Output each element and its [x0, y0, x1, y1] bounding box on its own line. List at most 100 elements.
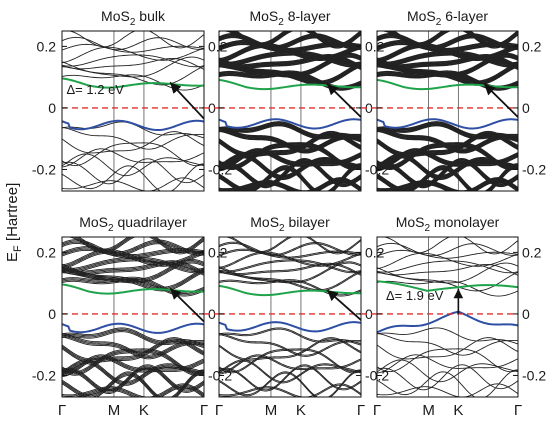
- y-tick-label: 0.2: [522, 244, 542, 260]
- valence-band: [377, 130, 518, 154]
- valence-band: [377, 337, 518, 360]
- y-axis-label-main: E: [4, 252, 21, 262]
- title-suffix: monolayer: [430, 214, 500, 230]
- gap-arrow: [326, 289, 362, 321]
- valence-band: [62, 363, 204, 386]
- conduction-band: [228, 31, 361, 48]
- valence-band: [62, 360, 204, 384]
- valence-band: [219, 355, 361, 375]
- conduction-band: [219, 263, 361, 276]
- title-sub: 2: [279, 223, 285, 234]
- conduction-band: [62, 237, 204, 255]
- panel-frame: [218, 236, 362, 398]
- conduction-band: [219, 248, 361, 258]
- panel-title: MoS2 bilayer: [250, 214, 330, 234]
- y-tick-label: 0.2: [37, 244, 57, 260]
- y-tick-label: -0.2: [32, 367, 56, 383]
- x-tick-label-Γ: Γ: [200, 402, 208, 419]
- highest-valence-band: [377, 310, 518, 334]
- x-tick-label-Γ: Γ: [215, 402, 223, 419]
- x-tick-label-Γ: Γ: [357, 402, 365, 419]
- x-tick-label-Γ: Γ: [373, 402, 381, 419]
- valence-band: [219, 130, 361, 154]
- panel-title: MoS2 quadrilayer: [79, 214, 187, 234]
- conduction-band: [234, 31, 361, 45]
- valence-band: [219, 370, 361, 397]
- title-sub: 2: [278, 17, 284, 28]
- valence-band: [377, 156, 518, 181]
- conduction-band: [62, 259, 204, 272]
- valence-band: [62, 385, 204, 397]
- valence-band: [62, 148, 204, 168]
- valence-band: [219, 154, 361, 178]
- y-tick-label: 0: [208, 100, 216, 116]
- valence-band: [62, 142, 204, 167]
- conduction-band: [377, 252, 518, 270]
- panel-frame: [61, 30, 205, 192]
- svg-text:EF [Hartree]: EF [Hartree]: [4, 183, 24, 262]
- panel-title: MoS2 bulk: [101, 8, 166, 28]
- conduction-band: [219, 237, 361, 255]
- y-tick-label: 0: [48, 100, 56, 116]
- y-tick-label: 0.2: [37, 38, 57, 54]
- valence-band: [62, 373, 204, 397]
- conduction-band: [219, 54, 361, 68]
- title-prefix: MoS: [101, 8, 130, 24]
- panel-title: MoS2 6-layer: [407, 8, 488, 28]
- conduction-band: [77, 237, 204, 251]
- title-sub: 2: [108, 223, 114, 234]
- conduction-band: [62, 260, 204, 274]
- panel-2: 0.2 0 -0.2 MoS2 6-layer: [376, 8, 546, 192]
- gap-arrow: [326, 83, 362, 118]
- conduction-band: [392, 31, 518, 45]
- conduction-band: [377, 54, 518, 68]
- gap-arrow: [483, 83, 519, 118]
- valence-band: [219, 130, 361, 154]
- y-tick-label: -0.2: [522, 367, 546, 383]
- conduction-band: [377, 280, 518, 297]
- x-tick-label-Γ: Γ: [514, 402, 522, 419]
- title-suffix: bulk: [135, 8, 166, 24]
- x-tick-label-Γ: Γ: [58, 402, 66, 419]
- gap-label: Δ= 1.9 eV: [386, 288, 444, 303]
- valence-band: [219, 328, 361, 346]
- conduction-band: [377, 260, 518, 274]
- y-tick-label: -0.2: [32, 161, 56, 177]
- x-tick-label-K: K: [139, 402, 149, 419]
- title-prefix: MoS: [250, 214, 279, 230]
- y-axis-label-unit: [Hartree]: [4, 183, 21, 246]
- title-sub: 2: [436, 17, 442, 28]
- valence-band: [62, 383, 204, 397]
- x-tick-label-M: M: [265, 402, 278, 419]
- bands: [62, 31, 204, 191]
- lowest-conduction-band: [377, 280, 518, 292]
- bands: [377, 31, 518, 191]
- conduction-band: [62, 46, 204, 64]
- valence-band: [377, 154, 518, 178]
- y-tick-label: 0.2: [522, 38, 542, 54]
- y-tick-label: -0.2: [522, 161, 546, 177]
- valence-band: [62, 336, 204, 360]
- lowest-conduction-band: [219, 284, 361, 297]
- valence-band: [62, 384, 204, 397]
- title-sub: 2: [130, 17, 136, 28]
- title-sub: 2: [424, 223, 430, 234]
- valence-band: [377, 354, 518, 374]
- y-tick-label: 0: [365, 306, 373, 322]
- title-suffix: 8-layer: [284, 8, 331, 24]
- valence-band: [219, 156, 361, 181]
- bands: [377, 237, 518, 397]
- valence-band: [219, 179, 361, 191]
- y-axis-label-sub: F: [12, 245, 24, 252]
- y-tick-label: 0: [365, 100, 373, 116]
- valence-band: [219, 155, 361, 179]
- conduction-band: [377, 56, 518, 69]
- conduction-band: [62, 57, 204, 70]
- valence-band: [377, 332, 518, 356]
- title-suffix: bilayer: [285, 214, 330, 230]
- valence-band: [62, 337, 204, 360]
- valence-band: [377, 327, 518, 345]
- valence-band: [377, 177, 518, 191]
- conduction-band: [377, 237, 518, 255]
